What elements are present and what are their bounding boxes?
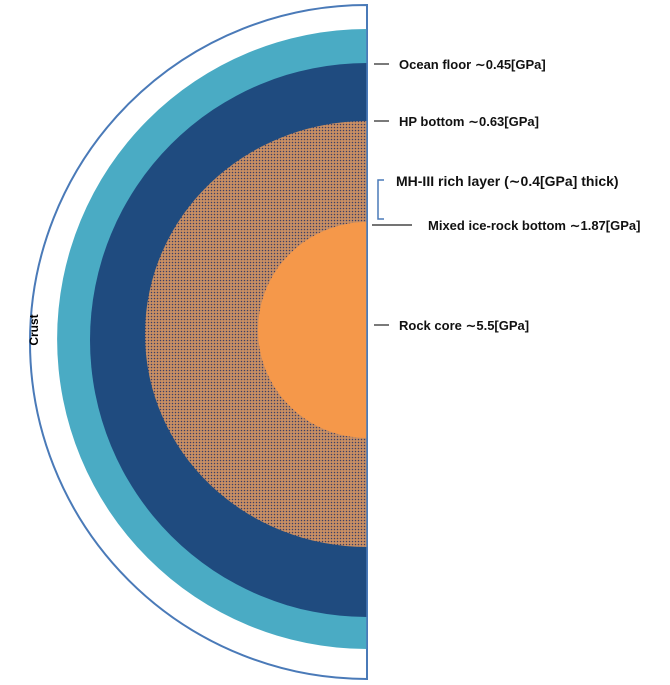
mh-layer-label: MH-III rich layer (∼0.4[GPa] thick) — [396, 173, 619, 189]
hp-bottom-label: HP bottom ∼0.63[GPa] — [399, 114, 539, 129]
mh-layer-bracket — [377, 179, 384, 220]
mixed-bottom-label: Mixed ice-rock bottom ∼1.87[GPa] — [428, 218, 640, 233]
crust-label: Crust — [27, 314, 41, 345]
ocean-floor-label: Ocean floor ∼0.45[GPa] — [399, 57, 546, 72]
rock-core-label: Rock core ∼5.5[GPa] — [399, 318, 529, 333]
mixed-ice-rock-layer — [145, 121, 367, 547]
rock-core — [258, 222, 367, 438]
